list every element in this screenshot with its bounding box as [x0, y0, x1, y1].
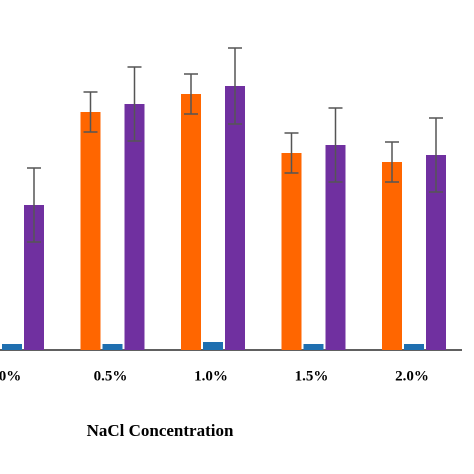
bar: [225, 86, 245, 350]
bar: [382, 162, 402, 350]
bar: [124, 104, 145, 350]
bar: [102, 344, 123, 350]
error-bar: [228, 47, 242, 125]
bar: [203, 342, 223, 350]
x-tick-label: 0.5%: [94, 368, 128, 384]
bar: [281, 153, 302, 350]
x-tick-label: 2.0%: [395, 368, 429, 384]
bar: [303, 344, 324, 350]
x-axis-label: NaCl Concentration: [87, 421, 234, 440]
x-tick-label: 0%: [0, 368, 21, 384]
x-tick-label: 1.0%: [194, 368, 228, 384]
bar: [325, 145, 346, 350]
error-bar: [27, 167, 41, 243]
error-bar: [284, 132, 299, 174]
x-tick-label: 1.5%: [295, 368, 329, 384]
bar: [2, 344, 22, 350]
bar: [80, 112, 101, 350]
bar: [404, 344, 424, 350]
error-bar: [328, 107, 343, 183]
bar: [181, 94, 201, 350]
bar: [426, 155, 446, 350]
error-bar: [127, 66, 142, 142]
error-bar: [83, 91, 98, 133]
error-bar: [429, 117, 443, 193]
error-bar: [184, 73, 198, 115]
error-bar: [385, 141, 399, 183]
